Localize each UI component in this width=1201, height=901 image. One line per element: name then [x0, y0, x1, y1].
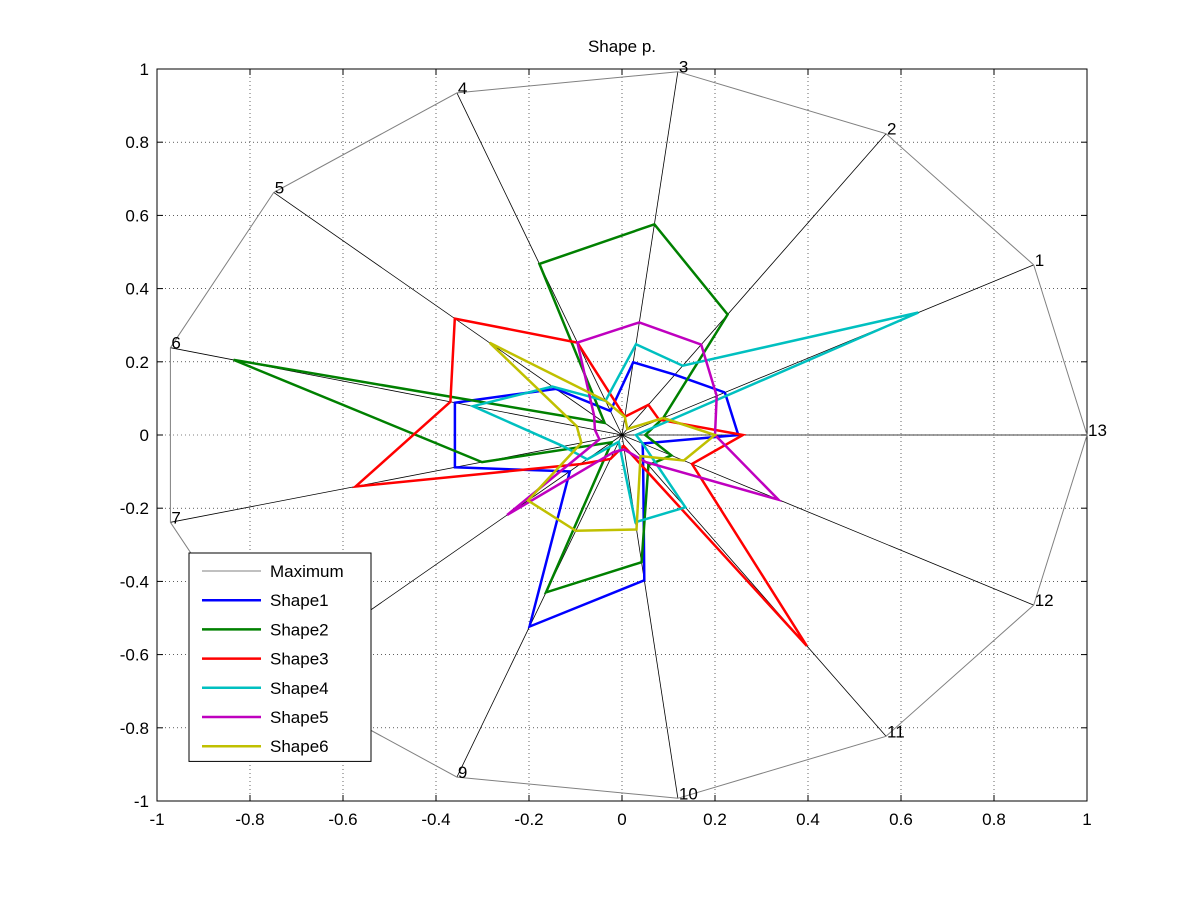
- x-tick-label: -0.4: [421, 810, 450, 829]
- legend: Maximum Shape1 Shape2 Shape3 Shape4 Shape5 Sha…: [188, 552, 372, 762]
- x-tick-label: 1: [1082, 810, 1091, 829]
- x-tick-label: -0.2: [514, 810, 543, 829]
- legend-label: Shape6: [270, 737, 329, 756]
- y-tick-label: 0.8: [125, 133, 149, 152]
- y-tick-label: 1: [140, 60, 149, 79]
- spoke-label: 2: [887, 120, 896, 139]
- spoke-line: [621, 71, 679, 436]
- spoke-label: 10: [679, 784, 698, 803]
- x-tick-label: 0.4: [796, 810, 820, 829]
- x-tick-label: 0.8: [982, 810, 1006, 829]
- y-tick-label: -0.2: [120, 499, 149, 518]
- spoke-line: [273, 192, 623, 436]
- spoke-label: 5: [275, 178, 284, 197]
- spoke-label: 13: [1088, 421, 1107, 440]
- x-tick-label: -0.8: [235, 810, 264, 829]
- series-shape5-line: [506, 321, 783, 517]
- spoke-line: [621, 133, 887, 436]
- x-tick-label: -0.6: [328, 810, 357, 829]
- series-shape6-line: [488, 341, 718, 533]
- legend-box: [188, 552, 372, 762]
- spoke-label: 1: [1035, 251, 1044, 270]
- legend-label: Shape1: [270, 591, 329, 610]
- spoke-label: 7: [171, 508, 180, 527]
- spoke-label: 11: [887, 722, 905, 741]
- spoke-line: [621, 434, 887, 737]
- axis-ticks: -1 -0.8 -0.6 -0.4 -0.2 0 0.2 0.4 0.6 0.8 1 -1 -0.8 -0…: [120, 60, 1092, 829]
- series-shape3-line: [351, 317, 808, 647]
- y-tick-label: -1: [134, 792, 149, 811]
- y-tick-label: 0.6: [125, 206, 149, 225]
- series-shape4-line: [469, 311, 919, 524]
- legend-label: Maximum: [270, 562, 344, 581]
- spoke-label: 9: [458, 763, 467, 782]
- y-tick-label: 0.4: [125, 280, 149, 299]
- x-tick-label: 0.6: [889, 810, 913, 829]
- spoke-line: [456, 434, 623, 778]
- legend-label: Shape4: [270, 679, 329, 698]
- spoke-label: 6: [171, 334, 180, 353]
- series-shape2-line: [233, 222, 730, 595]
- spoke-label: 3: [679, 58, 688, 77]
- series-lines: [169, 71, 1088, 799]
- chart-title: Shape p.: [588, 37, 656, 56]
- x-tick-label: -1: [149, 810, 164, 829]
- y-tick-label: -0.4: [120, 572, 149, 591]
- x-tick-label: 0: [617, 810, 626, 829]
- y-tick-label: 0: [140, 426, 149, 445]
- spoke-line: [621, 264, 1034, 436]
- spoke-label: 4: [458, 79, 467, 98]
- y-tick-label: -0.8: [120, 719, 149, 738]
- spoke-line: [621, 434, 679, 799]
- legend-label: Shape3: [270, 650, 329, 669]
- y-tick-label: 0.2: [125, 353, 149, 372]
- x-tick-label: 0.2: [703, 810, 727, 829]
- series-shape1-line: [453, 360, 740, 629]
- legend-label: Shape5: [270, 708, 329, 727]
- legend-label: Shape2: [270, 620, 329, 639]
- spoke-label: 12: [1035, 591, 1054, 610]
- spoke-line: [170, 434, 623, 523]
- y-tick-label: -0.6: [120, 646, 149, 665]
